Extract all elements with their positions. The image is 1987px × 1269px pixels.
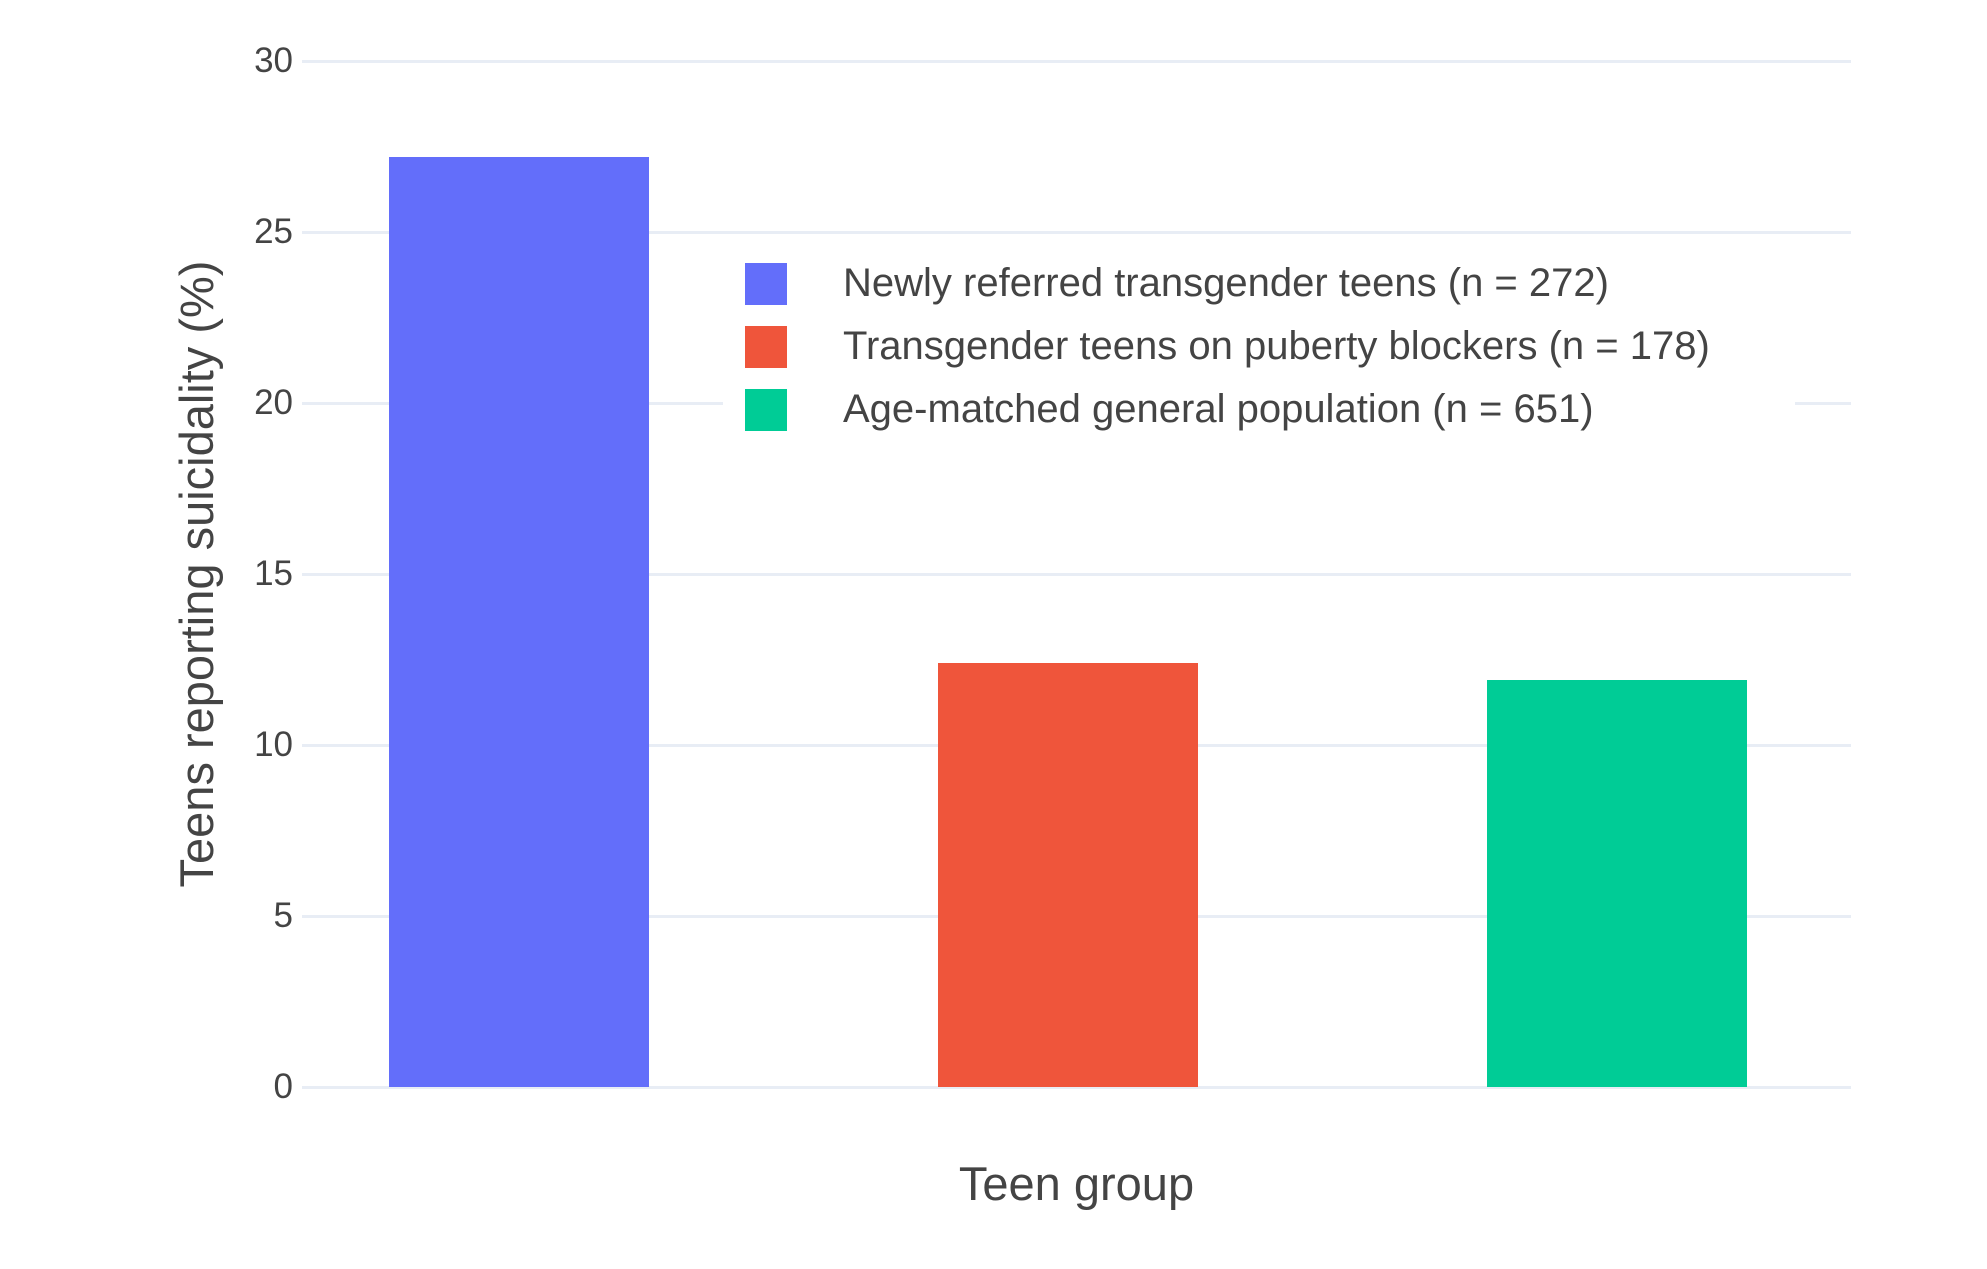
legend-label: Transgender teens on puberty blockers (n… <box>843 324 1710 368</box>
legend-swatch-icon <box>745 325 787 368</box>
x-axis-title: Teen group <box>958 1157 1195 1210</box>
legend-item-3[interactable]: Age-matched general population (n = 651) <box>723 378 1795 441</box>
gridline <box>302 572 1851 576</box>
y-tick-label: 30 <box>254 41 293 80</box>
y-tick-label: 10 <box>254 725 293 764</box>
y-tick-label: 20 <box>254 383 293 422</box>
bar-1[interactable] <box>388 156 649 1087</box>
legend: Newly referred transgender teens (n = 27… <box>723 250 1795 447</box>
legend-label: Age-matched general population (n = 651) <box>843 387 1594 431</box>
y-tick-label: 25 <box>254 212 293 251</box>
bar-3[interactable] <box>1487 680 1748 1087</box>
legend-item-1[interactable]: Newly referred transgender teens (n = 27… <box>723 252 1795 315</box>
y-tick-label: 5 <box>273 896 293 935</box>
legend-swatch-icon <box>745 262 787 305</box>
y-tick-label: 15 <box>254 554 293 593</box>
y-tick-label: 0 <box>273 1067 293 1106</box>
gridline <box>302 230 1851 234</box>
legend-label: Newly referred transgender teens (n = 27… <box>843 261 1609 305</box>
bar-2[interactable] <box>937 662 1198 1087</box>
plot-area <box>302 59 1851 1089</box>
legend-swatch-icon <box>745 388 787 431</box>
zero-line <box>302 1085 1851 1089</box>
gridline <box>302 59 1851 63</box>
legend-item-2[interactable]: Transgender teens on puberty blockers (n… <box>723 315 1795 378</box>
